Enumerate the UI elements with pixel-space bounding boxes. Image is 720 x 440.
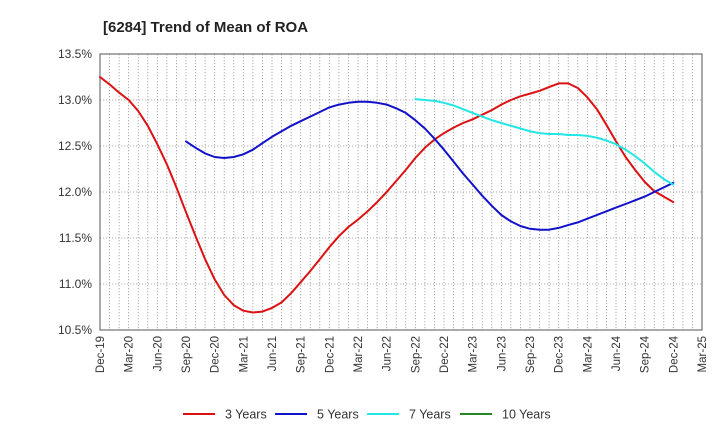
- legend: 3 Years 5 Years 7 Years 10 Years: [183, 408, 551, 422]
- y-tick-label: 13.0%: [58, 93, 92, 107]
- y-tick-label: 12.5%: [58, 139, 92, 153]
- x-axis-ticks: Dec-19 Mar-20 Jun-20 Sep-20 Dec-20 Mar-21 Jun-…: [95, 335, 709, 373]
- x-tick-label: Jun-23: [496, 336, 508, 371]
- x-tick-label: Mar-20: [124, 336, 136, 372]
- legend-label-7-years: 7 Years: [409, 408, 451, 422]
- x-tick-label: Sep-23: [525, 336, 537, 373]
- x-tick-label: Sep-22: [410, 336, 422, 373]
- plot-frame: [99, 53, 703, 331]
- x-tick-label: Dec-24: [668, 335, 680, 373]
- x-tick-label: Jun-24: [611, 335, 623, 371]
- series-lines: [99, 76, 675, 314]
- y-tick-label: 11.5%: [59, 231, 92, 245]
- x-tick-label: Jun-21: [267, 336, 279, 371]
- x-tick-label: Mar-21: [238, 336, 250, 372]
- series-line-5-years: [185, 100, 675, 231]
- x-tick-label: Dec-21: [324, 336, 336, 373]
- chart-title: [6284] Trend of Mean of ROA: [103, 19, 308, 36]
- x-tick-label: Dec-23: [554, 336, 566, 373]
- y-tick-label: 12.0%: [58, 185, 92, 199]
- x-tick-label: Dec-22: [439, 336, 451, 373]
- x-tick-label: Sep-24: [640, 335, 652, 373]
- legend-label-10-years: 10 Years: [502, 408, 551, 422]
- x-tick-label: Mar-22: [353, 336, 365, 372]
- x-tick-label: Sep-20: [181, 336, 193, 373]
- x-tick-label: Mar-23: [468, 336, 480, 372]
- x-tick-label: Mar-25: [697, 336, 709, 372]
- series-line-7-years: [414, 98, 675, 186]
- y-tick-label: 11.0%: [59, 277, 92, 291]
- series-line-3-years: [99, 76, 675, 314]
- x-tick-label: Sep-21: [296, 336, 308, 373]
- y-tick-label: 13.5%: [58, 47, 92, 61]
- y-tick-label: 10.5%: [58, 323, 92, 337]
- x-tick-label: Jun-22: [382, 336, 394, 371]
- x-tick-label: Dec-20: [210, 336, 222, 373]
- y-axis-ticks: 10.5% 11.0% 11.5% 12.0% 12.5% 13.0% 13.5%: [58, 47, 92, 337]
- plot-area: [99, 53, 703, 331]
- legend-label-5-years: 5 Years: [317, 408, 359, 422]
- legend-label-3-years: 3 Years: [225, 408, 267, 422]
- x-tick-label: Dec-19: [95, 336, 107, 373]
- x-tick-label: Mar-24: [582, 335, 594, 372]
- x-tick-label: Jun-20: [152, 336, 164, 371]
